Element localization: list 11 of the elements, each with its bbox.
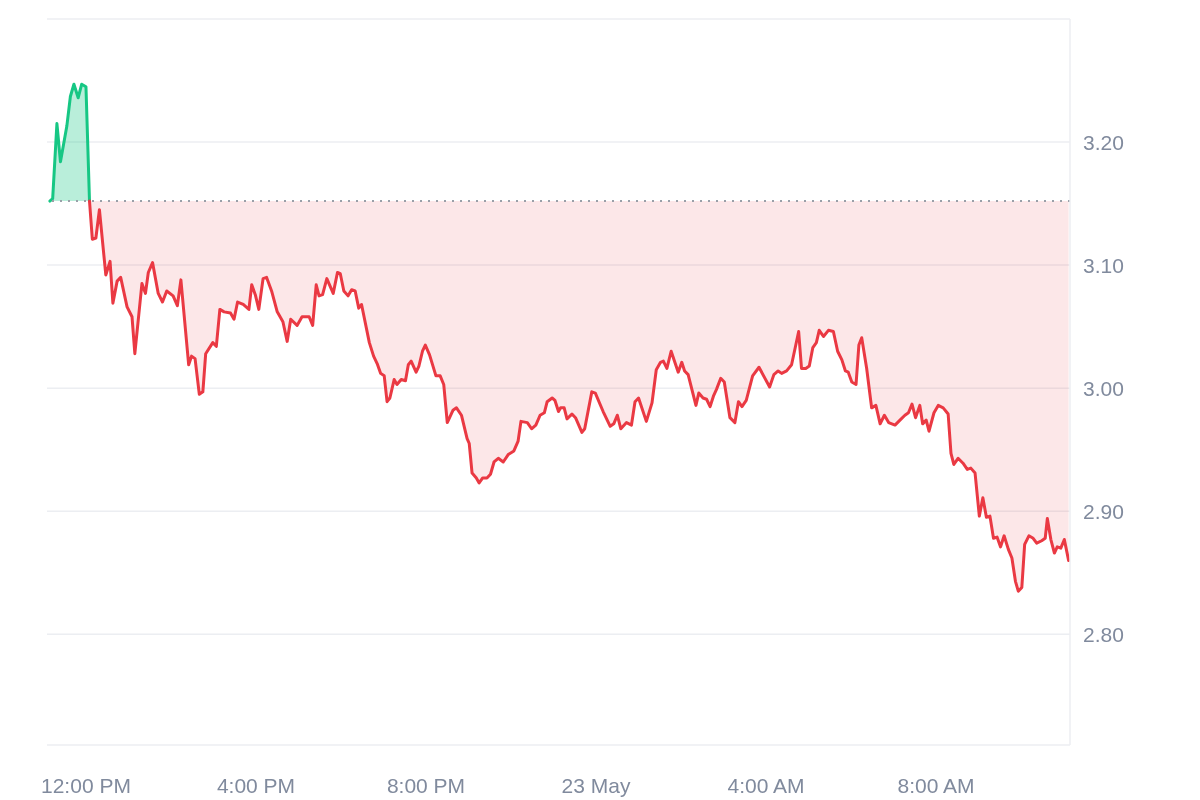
y-tick-label: 3.00 bbox=[1083, 376, 1124, 400]
x-tick-label: 8:00 PM bbox=[386, 773, 466, 797]
y-tick-label: 2.90 bbox=[1083, 499, 1124, 523]
y-tick-label: 3.20 bbox=[1083, 130, 1124, 154]
x-tick-label: 4:00 PM bbox=[216, 773, 296, 797]
x-tick-label: 4:00 AM bbox=[727, 773, 805, 797]
y-tick-label: 3.10 bbox=[1083, 253, 1124, 277]
x-tick-label: 8:00 AM bbox=[897, 773, 975, 797]
x-tick-label: 12:00 PM bbox=[41, 773, 131, 797]
y-tick-label: 2.80 bbox=[1083, 622, 1124, 646]
x-tick-label: 23 May bbox=[561, 773, 631, 797]
